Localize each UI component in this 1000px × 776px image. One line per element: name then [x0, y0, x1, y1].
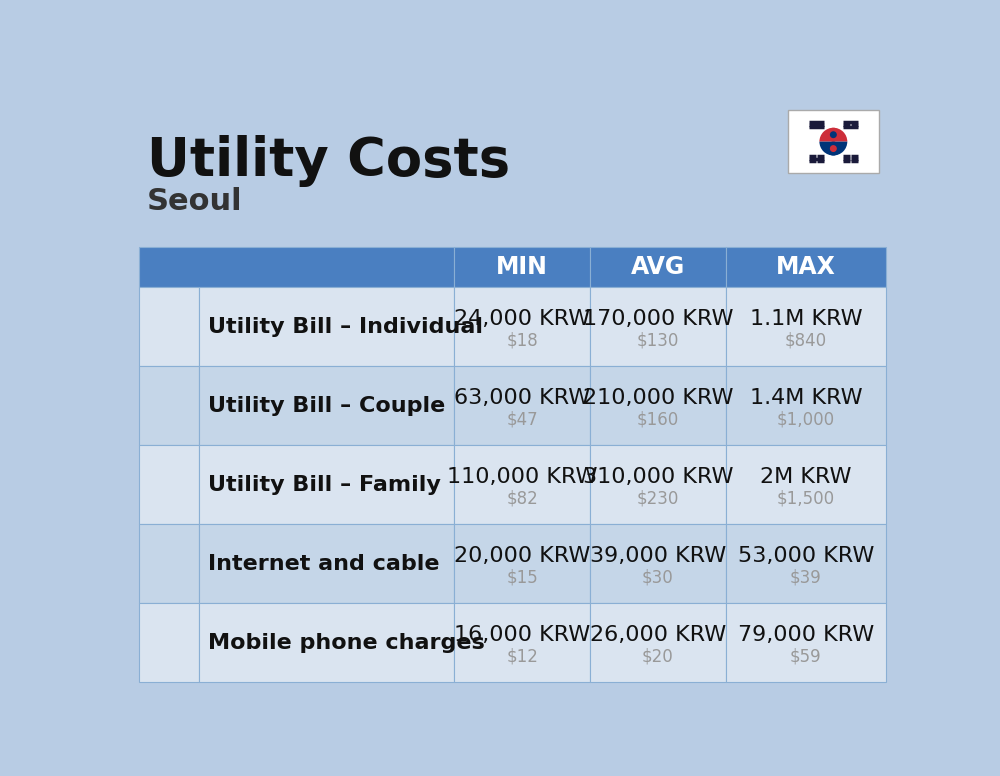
Text: AVG: AVG	[631, 255, 685, 279]
Bar	[590, 247, 726, 287]
Circle shape	[826, 142, 840, 155]
Text: $39: $39	[790, 569, 822, 587]
Text: $160: $160	[637, 411, 679, 428]
Bar	[139, 287, 199, 366]
Text: 1.1M KRW: 1.1M KRW	[750, 309, 862, 329]
Text: $82: $82	[506, 490, 538, 508]
Bar	[726, 366, 886, 445]
Text: $20: $20	[642, 647, 674, 666]
Wedge shape	[819, 142, 847, 155]
Text: $840: $840	[785, 331, 827, 349]
Text: $59: $59	[790, 647, 822, 666]
Text: $30: $30	[642, 569, 674, 587]
Bar	[199, 603, 454, 682]
Bar	[726, 603, 886, 682]
Bar	[454, 287, 590, 366]
Bar	[139, 603, 199, 682]
Text: 26,000 KRW: 26,000 KRW	[590, 625, 726, 645]
Bar	[590, 524, 726, 603]
Text: 1.4M KRW: 1.4M KRW	[750, 388, 862, 408]
Text: 24,000 KRW: 24,000 KRW	[454, 309, 590, 329]
Bar	[590, 603, 726, 682]
Bar	[590, 366, 726, 445]
Text: 79,000 KRW: 79,000 KRW	[738, 625, 874, 645]
Text: Utility Bill – Family: Utility Bill – Family	[208, 475, 441, 494]
Text: $15: $15	[506, 569, 538, 587]
Bar	[199, 287, 454, 366]
Text: 110,000 KRW: 110,000 KRW	[447, 467, 597, 487]
Bar	[788, 110, 879, 173]
Text: Internet and cable: Internet and cable	[208, 553, 439, 573]
Text: $18: $18	[506, 331, 538, 349]
Bar	[139, 445, 199, 524]
Text: MAX: MAX	[776, 255, 836, 279]
Bar	[454, 524, 590, 603]
Text: 53,000 KRW: 53,000 KRW	[738, 546, 874, 566]
Bar	[199, 524, 454, 603]
Bar	[590, 287, 726, 366]
Text: 170,000 KRW: 170,000 KRW	[583, 309, 733, 329]
Text: Utility Costs: Utility Costs	[147, 136, 510, 188]
Text: $130: $130	[637, 331, 679, 349]
Bar	[454, 247, 590, 287]
Bar	[454, 445, 590, 524]
Circle shape	[830, 145, 837, 152]
Text: $1,000: $1,000	[777, 411, 835, 428]
Wedge shape	[819, 128, 847, 142]
Bar	[726, 445, 886, 524]
Text: Seoul: Seoul	[147, 187, 242, 216]
Bar	[139, 366, 199, 445]
Text: 210,000 KRW: 210,000 KRW	[583, 388, 733, 408]
Text: $47: $47	[506, 411, 538, 428]
Bar	[726, 524, 886, 603]
Text: $230: $230	[637, 490, 679, 508]
Bar	[726, 247, 886, 287]
Text: $12: $12	[506, 647, 538, 666]
Text: MIN: MIN	[496, 255, 548, 279]
Bar	[199, 366, 454, 445]
Bar	[788, 110, 879, 173]
Bar	[454, 603, 590, 682]
Text: Utility Bill – Couple: Utility Bill – Couple	[208, 396, 445, 416]
Bar	[199, 445, 454, 524]
Bar	[590, 445, 726, 524]
Text: $1,500: $1,500	[777, 490, 835, 508]
Bar	[726, 287, 886, 366]
Bar	[454, 366, 590, 445]
Text: 2M KRW: 2M KRW	[760, 467, 852, 487]
Text: 63,000 KRW: 63,000 KRW	[454, 388, 590, 408]
Text: 20,000 KRW: 20,000 KRW	[454, 546, 590, 566]
Text: Mobile phone charges: Mobile phone charges	[208, 632, 485, 653]
Bar	[139, 524, 199, 603]
Text: Utility Bill – Individual: Utility Bill – Individual	[208, 317, 483, 337]
Bar	[139, 247, 454, 287]
Text: 310,000 KRW: 310,000 KRW	[583, 467, 733, 487]
Circle shape	[826, 128, 840, 142]
Text: 39,000 KRW: 39,000 KRW	[590, 546, 726, 566]
Text: 16,000 KRW: 16,000 KRW	[454, 625, 590, 645]
Circle shape	[830, 131, 837, 138]
